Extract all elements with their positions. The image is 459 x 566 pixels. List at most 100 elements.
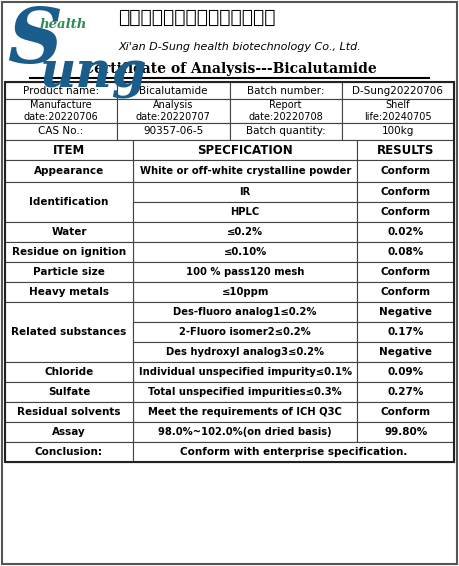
Text: ≤10ppm: ≤10ppm bbox=[222, 287, 269, 297]
Bar bbox=[5, 402, 133, 422]
Bar bbox=[5, 302, 133, 362]
Bar bbox=[133, 222, 358, 242]
Bar bbox=[117, 82, 230, 99]
Bar bbox=[358, 242, 454, 262]
Text: D-Sung20220706: D-Sung20220706 bbox=[353, 85, 443, 96]
Text: Chloride: Chloride bbox=[45, 367, 94, 377]
Text: 100 % pass120 mesh: 100 % pass120 mesh bbox=[186, 267, 304, 277]
Bar bbox=[342, 123, 454, 140]
Bar bbox=[5, 99, 117, 123]
Text: 98.0%~102.0%(on dried basis): 98.0%~102.0%(on dried basis) bbox=[158, 427, 332, 437]
Text: RESULTS: RESULTS bbox=[377, 144, 434, 157]
Bar bbox=[5, 123, 117, 140]
Text: HPLC: HPLC bbox=[230, 207, 260, 217]
Bar bbox=[358, 382, 454, 402]
Text: Individual unspecified impurity≤0.1%: Individual unspecified impurity≤0.1% bbox=[139, 367, 352, 377]
Text: Appearance: Appearance bbox=[34, 166, 104, 176]
Text: Particle size: Particle size bbox=[33, 267, 105, 277]
Bar bbox=[133, 242, 358, 262]
Bar bbox=[5, 82, 454, 462]
Bar bbox=[358, 222, 454, 242]
Bar bbox=[133, 442, 454, 462]
Bar bbox=[358, 140, 454, 160]
Text: Report
date:20220708: Report date:20220708 bbox=[248, 100, 323, 122]
Text: Des-fluoro analog1≤0.2%: Des-fluoro analog1≤0.2% bbox=[174, 307, 317, 317]
Bar bbox=[230, 99, 342, 123]
Bar bbox=[117, 123, 230, 140]
Bar bbox=[133, 422, 358, 442]
Text: Sulfate: Sulfate bbox=[48, 387, 90, 397]
Text: Negative: Negative bbox=[379, 307, 432, 317]
Text: ≤0.2%: ≤0.2% bbox=[227, 227, 263, 237]
Bar bbox=[133, 402, 358, 422]
Text: IR: IR bbox=[240, 187, 251, 197]
Bar bbox=[133, 140, 358, 160]
Bar bbox=[133, 322, 358, 342]
Text: 西安迪升健康生物科技有限公司: 西安迪升健康生物科技有限公司 bbox=[118, 8, 275, 27]
Text: Identification: Identification bbox=[29, 197, 109, 207]
Text: Bicalutamide: Bicalutamide bbox=[139, 85, 207, 96]
Bar bbox=[358, 342, 454, 362]
Bar bbox=[358, 182, 454, 202]
Text: Heavy metals: Heavy metals bbox=[29, 287, 109, 297]
Bar bbox=[133, 282, 358, 302]
Bar bbox=[117, 99, 230, 123]
Bar bbox=[5, 422, 133, 442]
Bar bbox=[133, 202, 358, 222]
Text: Conform: Conform bbox=[381, 287, 431, 297]
Bar bbox=[230, 123, 342, 140]
Text: Batch number:: Batch number: bbox=[247, 85, 325, 96]
Bar bbox=[5, 242, 133, 262]
Text: health: health bbox=[40, 18, 87, 31]
Text: 90357-06-5: 90357-06-5 bbox=[143, 126, 203, 136]
Bar bbox=[358, 402, 454, 422]
Text: ITEM: ITEM bbox=[53, 144, 85, 157]
Text: Negative: Negative bbox=[379, 347, 432, 357]
Text: Des hydroxyl analog3≤0.2%: Des hydroxyl analog3≤0.2% bbox=[166, 347, 324, 357]
Text: Xi'an D-Sung health biotechnology Co., Ltd.: Xi'an D-Sung health biotechnology Co., L… bbox=[118, 42, 361, 52]
Bar bbox=[358, 322, 454, 342]
Bar bbox=[5, 82, 117, 99]
Bar bbox=[5, 282, 133, 302]
Text: Conform: Conform bbox=[381, 187, 431, 197]
Text: Total unspecified impurities≤0.3%: Total unspecified impurities≤0.3% bbox=[148, 387, 342, 397]
Text: Conform with enterprise specification.: Conform with enterprise specification. bbox=[180, 447, 407, 457]
Bar bbox=[358, 422, 454, 442]
Bar bbox=[342, 99, 454, 123]
Bar bbox=[5, 160, 133, 182]
Bar bbox=[358, 302, 454, 322]
Text: Shelf
life:20240705: Shelf life:20240705 bbox=[364, 100, 431, 122]
Text: 0.27%: 0.27% bbox=[387, 387, 424, 397]
Bar bbox=[5, 182, 133, 222]
Text: 100kg: 100kg bbox=[382, 126, 414, 136]
Bar bbox=[133, 362, 358, 382]
Text: Certificate of Analysis---Bicalutamide: Certificate of Analysis---Bicalutamide bbox=[83, 62, 376, 76]
Text: Batch quantity:: Batch quantity: bbox=[246, 126, 325, 136]
Text: Conform: Conform bbox=[381, 407, 431, 417]
Text: Manufacture
date:20220706: Manufacture date:20220706 bbox=[24, 100, 99, 122]
Bar bbox=[133, 342, 358, 362]
Bar bbox=[133, 182, 358, 202]
Bar bbox=[358, 262, 454, 282]
Text: Conform: Conform bbox=[381, 166, 431, 176]
Text: ung: ung bbox=[40, 50, 148, 99]
Text: SPECFICATION: SPECFICATION bbox=[197, 144, 293, 157]
Bar bbox=[5, 382, 133, 402]
Text: Conform: Conform bbox=[381, 207, 431, 217]
Bar bbox=[358, 160, 454, 182]
Bar bbox=[5, 140, 133, 160]
Text: Conform: Conform bbox=[381, 267, 431, 277]
Bar bbox=[133, 262, 358, 282]
Bar bbox=[358, 202, 454, 222]
Bar bbox=[358, 362, 454, 382]
Text: CAS No.:: CAS No.: bbox=[39, 126, 84, 136]
Text: Water: Water bbox=[51, 227, 87, 237]
Bar bbox=[5, 442, 133, 462]
Bar bbox=[230, 82, 342, 99]
Bar bbox=[342, 82, 454, 99]
Text: Conclusion:: Conclusion: bbox=[35, 447, 103, 457]
Text: 0.09%: 0.09% bbox=[388, 367, 424, 377]
Text: White or off-white crystalline powder: White or off-white crystalline powder bbox=[140, 166, 351, 176]
Bar bbox=[358, 282, 454, 302]
Text: Analysis
date:20220707: Analysis date:20220707 bbox=[136, 100, 211, 122]
